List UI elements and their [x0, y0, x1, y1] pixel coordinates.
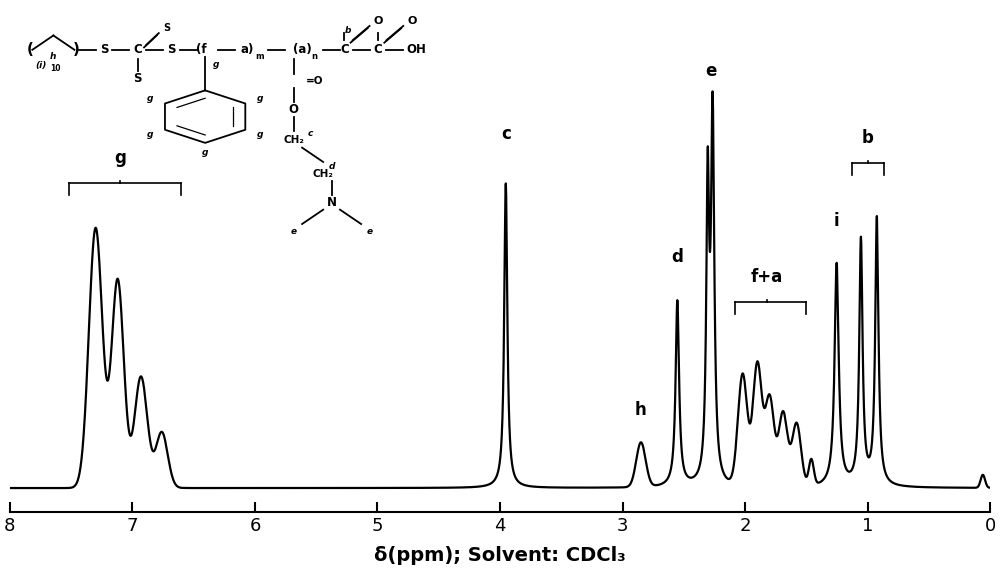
- Text: h: h: [635, 401, 647, 419]
- X-axis label: δ(ppm); Solvent: CDCl₃: δ(ppm); Solvent: CDCl₃: [374, 546, 626, 565]
- Text: d: d: [671, 248, 683, 266]
- Text: b: b: [862, 129, 874, 147]
- Text: i: i: [834, 212, 839, 230]
- Text: g: g: [114, 149, 126, 167]
- Text: c: c: [501, 125, 511, 143]
- Text: f+a: f+a: [751, 268, 783, 286]
- Text: e: e: [706, 61, 717, 80]
